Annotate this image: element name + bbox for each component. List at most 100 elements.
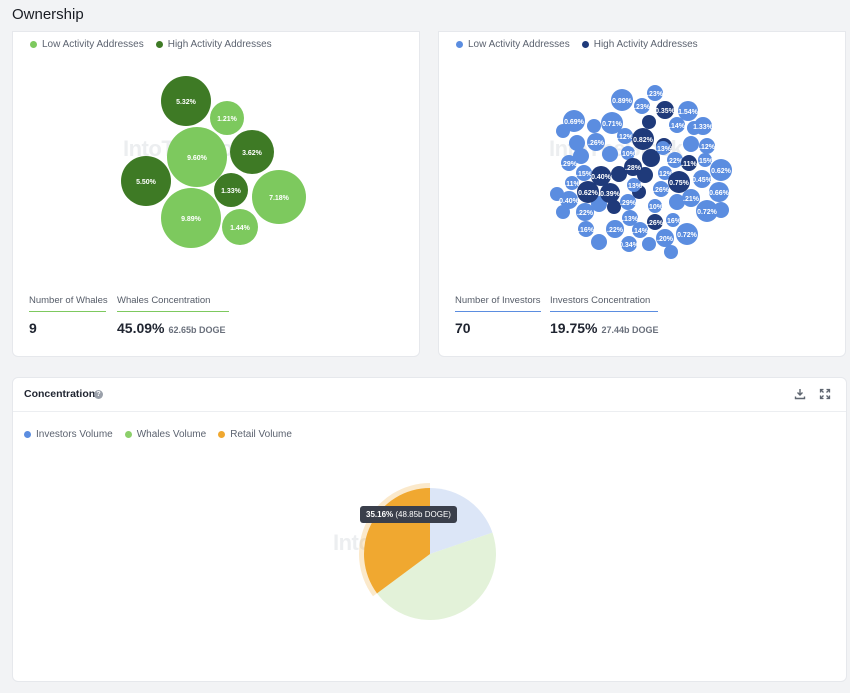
investor-bubble[interactable]	[587, 133, 605, 151]
investor-bubble[interactable]	[617, 128, 633, 144]
legend-label: High Activity Addresses	[593, 39, 698, 50]
investor-bubble[interactable]	[632, 128, 654, 150]
investor-bubble-label: .10%	[647, 204, 664, 211]
investor-bubble[interactable]	[600, 183, 620, 203]
investor-bubble[interactable]	[658, 166, 672, 180]
investor-bubble[interactable]	[667, 152, 683, 168]
investor-bubble-label: 1.54%	[678, 109, 699, 116]
pie-slice-investors[interactable]	[430, 488, 493, 554]
legend-item-low-activity[interactable]: Low Activity Addresses	[456, 39, 570, 50]
whale-bubble[interactable]	[230, 130, 274, 174]
investor-bubble[interactable]	[664, 245, 678, 259]
investor-bubble[interactable]	[561, 155, 577, 171]
investor-bubble[interactable]	[578, 221, 594, 237]
investor-bubble[interactable]	[681, 155, 697, 171]
investor-bubble[interactable]	[634, 98, 650, 114]
investor-bubble[interactable]	[656, 101, 674, 119]
investor-bubble[interactable]	[669, 117, 685, 133]
investor-bubble[interactable]	[632, 222, 648, 238]
whale-bubble[interactable]	[210, 101, 244, 135]
investor-bubble[interactable]	[577, 181, 599, 203]
investor-bubble[interactable]	[607, 200, 621, 214]
page-title: Ownership	[12, 6, 84, 23]
legend-label: High Activity Addresses	[167, 39, 272, 50]
investor-bubble[interactable]	[694, 117, 712, 135]
investor-bubble[interactable]	[620, 194, 636, 210]
investor-bubble[interactable]	[668, 171, 690, 193]
investor-bubble[interactable]	[587, 119, 601, 133]
investor-bubble[interactable]	[709, 182, 729, 202]
whale-bubble[interactable]	[252, 170, 306, 224]
whale-bubble[interactable]	[161, 76, 211, 126]
investor-bubble[interactable]	[656, 141, 670, 155]
question-icon[interactable]: ?	[94, 390, 103, 399]
investor-bubble[interactable]	[621, 146, 635, 160]
investor-bubble[interactable]	[693, 170, 711, 188]
legend-item-investors[interactable]: Investors Volume	[24, 429, 113, 440]
investor-bubble[interactable]	[710, 159, 732, 181]
investor-bubble[interactable]	[653, 181, 669, 197]
investor-bubble[interactable]	[601, 112, 623, 134]
investor-bubble[interactable]	[565, 176, 579, 190]
investor-bubble[interactable]	[627, 178, 641, 192]
investor-bubble[interactable]	[606, 220, 624, 238]
investor-bubble-label: .29%	[561, 161, 578, 168]
investor-bubble[interactable]	[560, 191, 578, 209]
investors-bubble-chart: .23%0.89%.23%0.35% 1.54%0.69% 0.71% .14% 1.3…	[550, 85, 732, 259]
investor-bubble[interactable]	[621, 236, 637, 252]
investor-bubble[interactable]	[696, 200, 718, 222]
investor-bubble[interactable]	[569, 135, 585, 151]
investor-bubble[interactable]	[698, 153, 712, 167]
investor-bubble[interactable]	[682, 189, 700, 207]
concentration-amount: 62.65b DOGE	[168, 325, 226, 335]
investor-bubble-label: .11%	[564, 181, 580, 188]
investor-bubble[interactable]	[642, 237, 656, 251]
whales-bubble-chart: 5.32% 1.21% 9.60% 3.62% 5.50% 1.33% 7.18% 9.89%…	[121, 76, 306, 248]
whale-bubble[interactable]	[222, 209, 258, 245]
investor-bubble[interactable]	[699, 138, 715, 154]
investor-bubble[interactable]	[576, 165, 592, 181]
whale-bubble[interactable]	[214, 173, 248, 207]
whale-bubble[interactable]	[121, 156, 171, 206]
investor-bubble[interactable]	[647, 214, 663, 230]
investor-bubble[interactable]	[642, 149, 660, 167]
legend-item-high-activity[interactable]: High Activity Addresses	[581, 39, 698, 50]
investor-bubble[interactable]	[591, 166, 611, 186]
investor-bubble[interactable]	[642, 115, 656, 129]
investor-bubble[interactable]	[656, 229, 674, 247]
investor-bubble[interactable]	[683, 136, 699, 152]
investor-bubble[interactable]	[576, 203, 594, 221]
stat-label: Investors Concentration	[550, 295, 651, 306]
legend-item-high-activity[interactable]: High Activity Addresses	[155, 39, 272, 50]
whale-bubble-label: 1.21%	[217, 116, 238, 123]
investor-bubble-label: .21%	[683, 196, 700, 203]
investor-bubble[interactable]	[647, 85, 663, 101]
investor-bubble[interactable]	[676, 223, 698, 245]
investor-bubble[interactable]	[622, 210, 638, 226]
download-icon[interactable]	[794, 388, 806, 400]
investor-bubble[interactable]	[678, 101, 698, 121]
investor-bubble[interactable]	[666, 213, 680, 227]
investor-bubble[interactable]	[611, 166, 627, 182]
whale-bubble[interactable]	[161, 188, 221, 248]
investor-bubble[interactable]	[611, 89, 633, 111]
legend-item-low-activity[interactable]: Low Activity Addresses	[30, 39, 144, 50]
investor-bubble-label: .22%	[577, 210, 594, 217]
investor-bubble-label: .12%	[699, 144, 716, 151]
investor-bubble[interactable]	[573, 148, 589, 164]
investor-bubble[interactable]	[591, 234, 607, 250]
investor-bubble-label: .14%	[669, 123, 686, 130]
legend-item-whales[interactable]: Whales Volume	[124, 429, 206, 440]
pie-slice-whales[interactable]	[376, 532, 496, 620]
expand-icon[interactable]	[819, 388, 831, 400]
investor-bubble-label: .11%	[681, 161, 697, 168]
investor-bubble[interactable]	[563, 110, 585, 132]
whale-bubble[interactable]	[167, 127, 227, 187]
investor-bubble-label: .16%	[665, 218, 682, 225]
investor-bubble[interactable]	[624, 158, 642, 176]
investor-bubble[interactable]	[602, 146, 618, 162]
investor-bubble-label: .23%	[634, 104, 651, 111]
investor-bubble[interactable]	[648, 199, 662, 213]
legend-item-retail[interactable]: Retail Volume	[218, 429, 292, 440]
investor-bubble[interactable]	[669, 194, 685, 210]
